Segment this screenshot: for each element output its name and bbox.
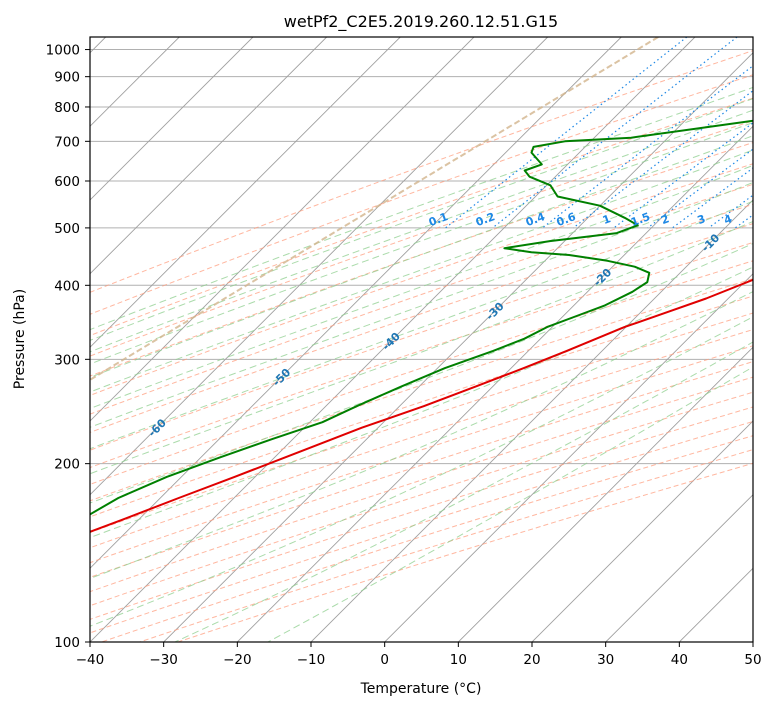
y-tick-label: 700 [54, 134, 80, 150]
mixing-ratio-label: 6 [761, 212, 773, 227]
x-tick-label: −10 [297, 652, 326, 668]
dry-adiabat-line [90, 361, 753, 578]
mixing-ratio-label: 1 [601, 212, 613, 227]
dry-adiabat-line [90, 50, 753, 293]
isotherm-line [90, 37, 622, 569]
dry-adiabat-line [90, 97, 753, 337]
mixing-ratio-label: 0.1 [427, 210, 450, 229]
temperature-profile [90, 278, 753, 533]
dry-adiabat-line [101, 435, 753, 642]
dewpoint-profile [90, 119, 753, 516]
dry-adiabat-line [90, 329, 753, 549]
dry-adiabat-line [90, 241, 753, 469]
y-tick-label: 600 [54, 174, 80, 190]
dry-adiabat-line [90, 376, 753, 593]
isotherm-line [163, 52, 753, 642]
label-layer: 0.10.20.40.611.52346810131620253036-100-… [9, 210, 773, 502]
dry-adiabat-line [90, 295, 753, 518]
y-tick-label: 500 [54, 221, 80, 237]
dry-adiabat-line [90, 163, 753, 396]
dry-adiabat-line [90, 345, 753, 564]
moist-adiabat-line [90, 181, 753, 428]
isotherm-label: -70 [9, 479, 32, 502]
isotherm-line [236, 125, 753, 642]
x-axis-label: Temperature (°C) [360, 681, 482, 697]
x-tick-label: 50 [744, 652, 761, 668]
y-tick-label: 800 [54, 100, 80, 116]
dry-adiabat-line [90, 312, 753, 534]
dry-adiabat-line [90, 260, 753, 485]
y-tick-label: 400 [54, 278, 80, 294]
isotherm-line [678, 567, 753, 642]
grid-layer [90, 37, 753, 642]
x-tick-label: −40 [76, 652, 105, 668]
mixing-ratio-label: 0.2 [474, 210, 497, 229]
moist-adiabat-line [90, 86, 753, 331]
isotherm-line [90, 37, 401, 348]
moist-adiabat-line [90, 200, 753, 450]
moist-adiabat-line [90, 316, 753, 627]
isotherm-line [90, 37, 549, 496]
mixing-ratio-label: 3 [696, 212, 708, 227]
x-tick-label: 0 [380, 652, 389, 668]
x-tick-label: 40 [671, 652, 688, 668]
moist-adiabat-line [90, 109, 753, 353]
isotherm-line [752, 641, 753, 642]
isotherm-line [90, 37, 328, 275]
y-tick-label: 100 [54, 635, 80, 651]
dry-adiabat-line [90, 391, 753, 607]
mixing-ratio-label: 4 [722, 212, 734, 227]
isotherm-line [90, 37, 254, 201]
y-tick-label: 300 [54, 352, 80, 368]
y-axis-label: Pressure (hPa) [12, 289, 28, 389]
mixing-ratio-line [492, 37, 738, 229]
y-tick-label: 200 [54, 457, 80, 473]
y-tick-label: 900 [54, 70, 80, 86]
isotherm-label: -40 [380, 330, 403, 353]
mixing-ratio-line [613, 122, 753, 229]
axis-layer: −40 −30 −20 −10 0 10 20 30 40 50 100 200 300 400 500 60… [46, 43, 762, 668]
dry-adiabat-line [177, 462, 753, 642]
data-layer [90, 119, 753, 533]
x-tick-label: 10 [450, 652, 467, 668]
dry-adiabat-line [90, 142, 753, 377]
x-tick-label: −20 [223, 652, 252, 668]
isotherm-line [310, 199, 753, 642]
mixing-ratio-label: 2 [659, 212, 671, 227]
dry-adiabat-line [90, 278, 753, 502]
isotherm-line [457, 346, 753, 642]
dry-adiabat-line [90, 223, 753, 451]
mixing-ratio-line [672, 167, 753, 229]
plot-frame [89, 36, 754, 643]
moist-adiabat-line [90, 291, 753, 579]
mixing-ratio-line [647, 148, 753, 229]
mixing-ratio-label: 0.6 [555, 210, 578, 229]
moist-adiabat-line [90, 266, 753, 539]
mixing-ratio-line [572, 89, 753, 229]
mixing-ratio-line [445, 37, 688, 229]
moist-adiabat-line [174, 341, 753, 642]
x-tick-label: −30 [149, 652, 178, 668]
mixing-ratio-label: 0.4 [524, 210, 547, 229]
isotherm-line [605, 494, 753, 642]
isotherm-label: -30 [483, 299, 506, 322]
isotherm-line [384, 273, 753, 642]
y-tick-label: 1000 [46, 43, 80, 59]
isotherm-label: -60 [146, 416, 169, 439]
isotherm-line [90, 37, 696, 642]
x-tick-label: 30 [597, 652, 614, 668]
mixing-ratio-label: 1.5 [629, 210, 652, 229]
isotherm-line [90, 37, 475, 422]
x-tick-label: 20 [523, 652, 540, 668]
isotherm-line [531, 420, 753, 642]
moist-adiabat-line [90, 164, 753, 410]
isotherm-label: -50 [270, 366, 293, 389]
saturation-curve [90, 37, 659, 381]
chart-title: wetPf2_C2E5.2019.260.12.51.G15 [284, 12, 558, 32]
